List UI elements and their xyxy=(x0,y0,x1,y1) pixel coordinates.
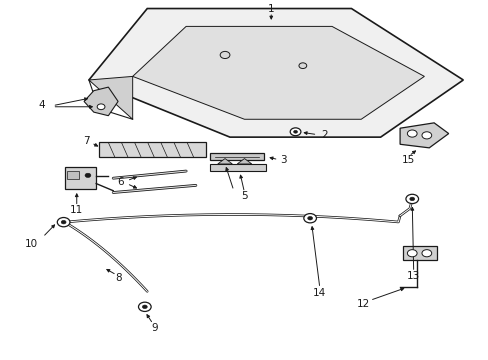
Circle shape xyxy=(409,197,414,201)
Text: 5: 5 xyxy=(241,191,247,201)
Polygon shape xyxy=(237,158,251,164)
Circle shape xyxy=(307,216,312,220)
Circle shape xyxy=(298,63,306,68)
Text: 6: 6 xyxy=(117,177,123,187)
Polygon shape xyxy=(217,158,232,164)
Text: 12: 12 xyxy=(356,299,369,309)
Text: 15: 15 xyxy=(402,156,415,165)
Circle shape xyxy=(293,130,297,133)
Bar xyxy=(67,171,79,179)
Polygon shape xyxy=(132,26,424,119)
Polygon shape xyxy=(210,164,266,171)
Polygon shape xyxy=(89,76,132,119)
Circle shape xyxy=(303,213,316,223)
Text: 2: 2 xyxy=(321,130,327,140)
Text: 8: 8 xyxy=(115,273,121,283)
Circle shape xyxy=(142,305,147,309)
Text: 14: 14 xyxy=(313,288,326,297)
Polygon shape xyxy=(84,87,118,116)
Text: 11: 11 xyxy=(70,205,83,215)
Text: 13: 13 xyxy=(406,271,420,282)
Text: 7: 7 xyxy=(83,136,90,147)
Polygon shape xyxy=(399,123,448,148)
Polygon shape xyxy=(402,246,436,260)
Circle shape xyxy=(407,249,416,257)
Text: 1: 1 xyxy=(267,4,274,14)
Circle shape xyxy=(421,132,431,139)
Circle shape xyxy=(97,104,105,110)
Circle shape xyxy=(405,194,418,203)
Polygon shape xyxy=(89,9,462,137)
Text: 10: 10 xyxy=(25,239,38,249)
Text: 9: 9 xyxy=(151,323,158,333)
Circle shape xyxy=(85,173,91,177)
Polygon shape xyxy=(99,143,205,157)
Circle shape xyxy=(138,302,151,311)
Circle shape xyxy=(220,51,229,59)
Circle shape xyxy=(407,130,416,137)
Polygon shape xyxy=(210,153,264,160)
Polygon shape xyxy=(64,167,96,189)
Text: 3: 3 xyxy=(280,156,286,165)
Circle shape xyxy=(61,220,66,224)
Text: 4: 4 xyxy=(39,100,45,110)
Circle shape xyxy=(57,217,70,227)
Circle shape xyxy=(421,249,431,257)
Circle shape xyxy=(289,128,300,136)
